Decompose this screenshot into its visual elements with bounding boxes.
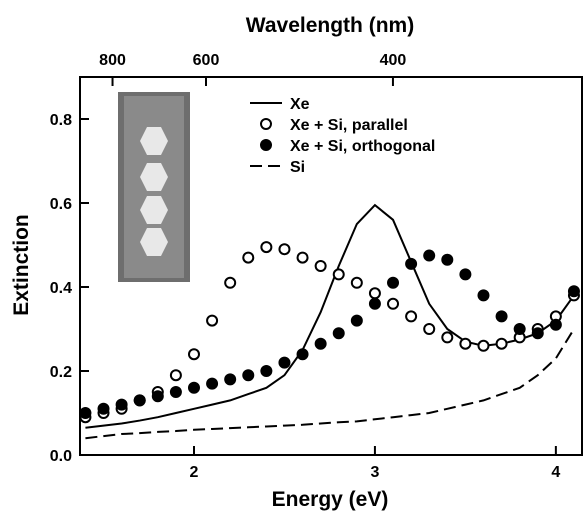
data-point: [225, 278, 235, 288]
data-point: [279, 244, 289, 254]
data-point: [478, 341, 488, 351]
data-point: [298, 349, 308, 359]
x2-tick-label: 800: [99, 52, 126, 69]
data-point: [189, 349, 199, 359]
y-tick-label: 0.2: [50, 364, 72, 381]
data-point: [316, 339, 326, 349]
chart: Wavelength (nm) Energy (eV) Extinction 2…: [0, 0, 584, 514]
data-point: [569, 286, 579, 296]
data-point: [261, 366, 271, 376]
x-tick-label: 4: [551, 464, 560, 481]
data-point: [261, 242, 271, 252]
data-point: [478, 290, 488, 300]
data-point: [80, 408, 90, 418]
legend-label: Xe + Si, orthogonal: [290, 138, 435, 155]
x2-tick-label: 400: [380, 52, 407, 69]
data-point: [551, 320, 561, 330]
data-point: [497, 339, 507, 349]
y-tick-label: 0.8: [50, 112, 72, 129]
data-point: [352, 316, 362, 326]
inset-image: [118, 92, 190, 282]
data-point: [207, 316, 217, 326]
x-tick-label: 3: [370, 464, 379, 481]
data-point: [189, 383, 199, 393]
y-axis-label: Extinction: [10, 214, 33, 316]
data-point: [171, 387, 181, 397]
x-tick-label: 2: [190, 464, 199, 481]
data-point: [352, 278, 362, 288]
data-point: [316, 261, 326, 271]
data-point: [388, 278, 398, 288]
x-axis-label: Energy (eV): [272, 488, 389, 511]
data-point: [334, 269, 344, 279]
data-point: [135, 395, 145, 405]
legend-marker: [261, 140, 271, 150]
y-tick-label: 0.6: [50, 196, 72, 213]
data-point: [370, 288, 380, 298]
data-point: [424, 251, 434, 261]
data-point: [406, 259, 416, 269]
data-point: [388, 299, 398, 309]
data-point: [99, 404, 109, 414]
x2-tick-label: 600: [193, 52, 220, 69]
y-tick-label: 0.4: [50, 280, 72, 297]
data-point: [460, 339, 470, 349]
data-point: [497, 311, 507, 321]
data-point: [117, 400, 127, 410]
data-point: [370, 299, 380, 309]
data-point: [243, 253, 253, 263]
data-point: [442, 332, 452, 342]
legend-label: Si: [290, 159, 305, 176]
legend-label: Xe: [290, 96, 310, 113]
data-point: [334, 328, 344, 338]
data-point: [515, 324, 525, 334]
data-point: [533, 328, 543, 338]
data-point: [153, 391, 163, 401]
data-point: [406, 311, 416, 321]
legend-marker: [261, 119, 271, 129]
legend-label: Xe + Si, parallel: [290, 117, 408, 134]
data-point: [243, 370, 253, 380]
data-point: [171, 370, 181, 380]
data-point: [225, 374, 235, 384]
x2-axis-label: Wavelength (nm): [246, 14, 414, 37]
data-point: [279, 358, 289, 368]
data-point: [460, 269, 470, 279]
y-tick-label: 0.0: [50, 448, 72, 465]
data-point: [298, 253, 308, 263]
data-point: [424, 324, 434, 334]
data-point: [442, 255, 452, 265]
data-point: [207, 379, 217, 389]
